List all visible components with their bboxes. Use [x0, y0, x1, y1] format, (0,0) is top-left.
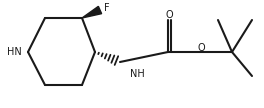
Text: HN: HN — [7, 47, 21, 57]
Polygon shape — [82, 6, 102, 18]
Text: NH: NH — [130, 69, 145, 79]
Text: F: F — [104, 3, 110, 13]
Text: O: O — [197, 43, 205, 53]
Text: O: O — [165, 10, 173, 20]
